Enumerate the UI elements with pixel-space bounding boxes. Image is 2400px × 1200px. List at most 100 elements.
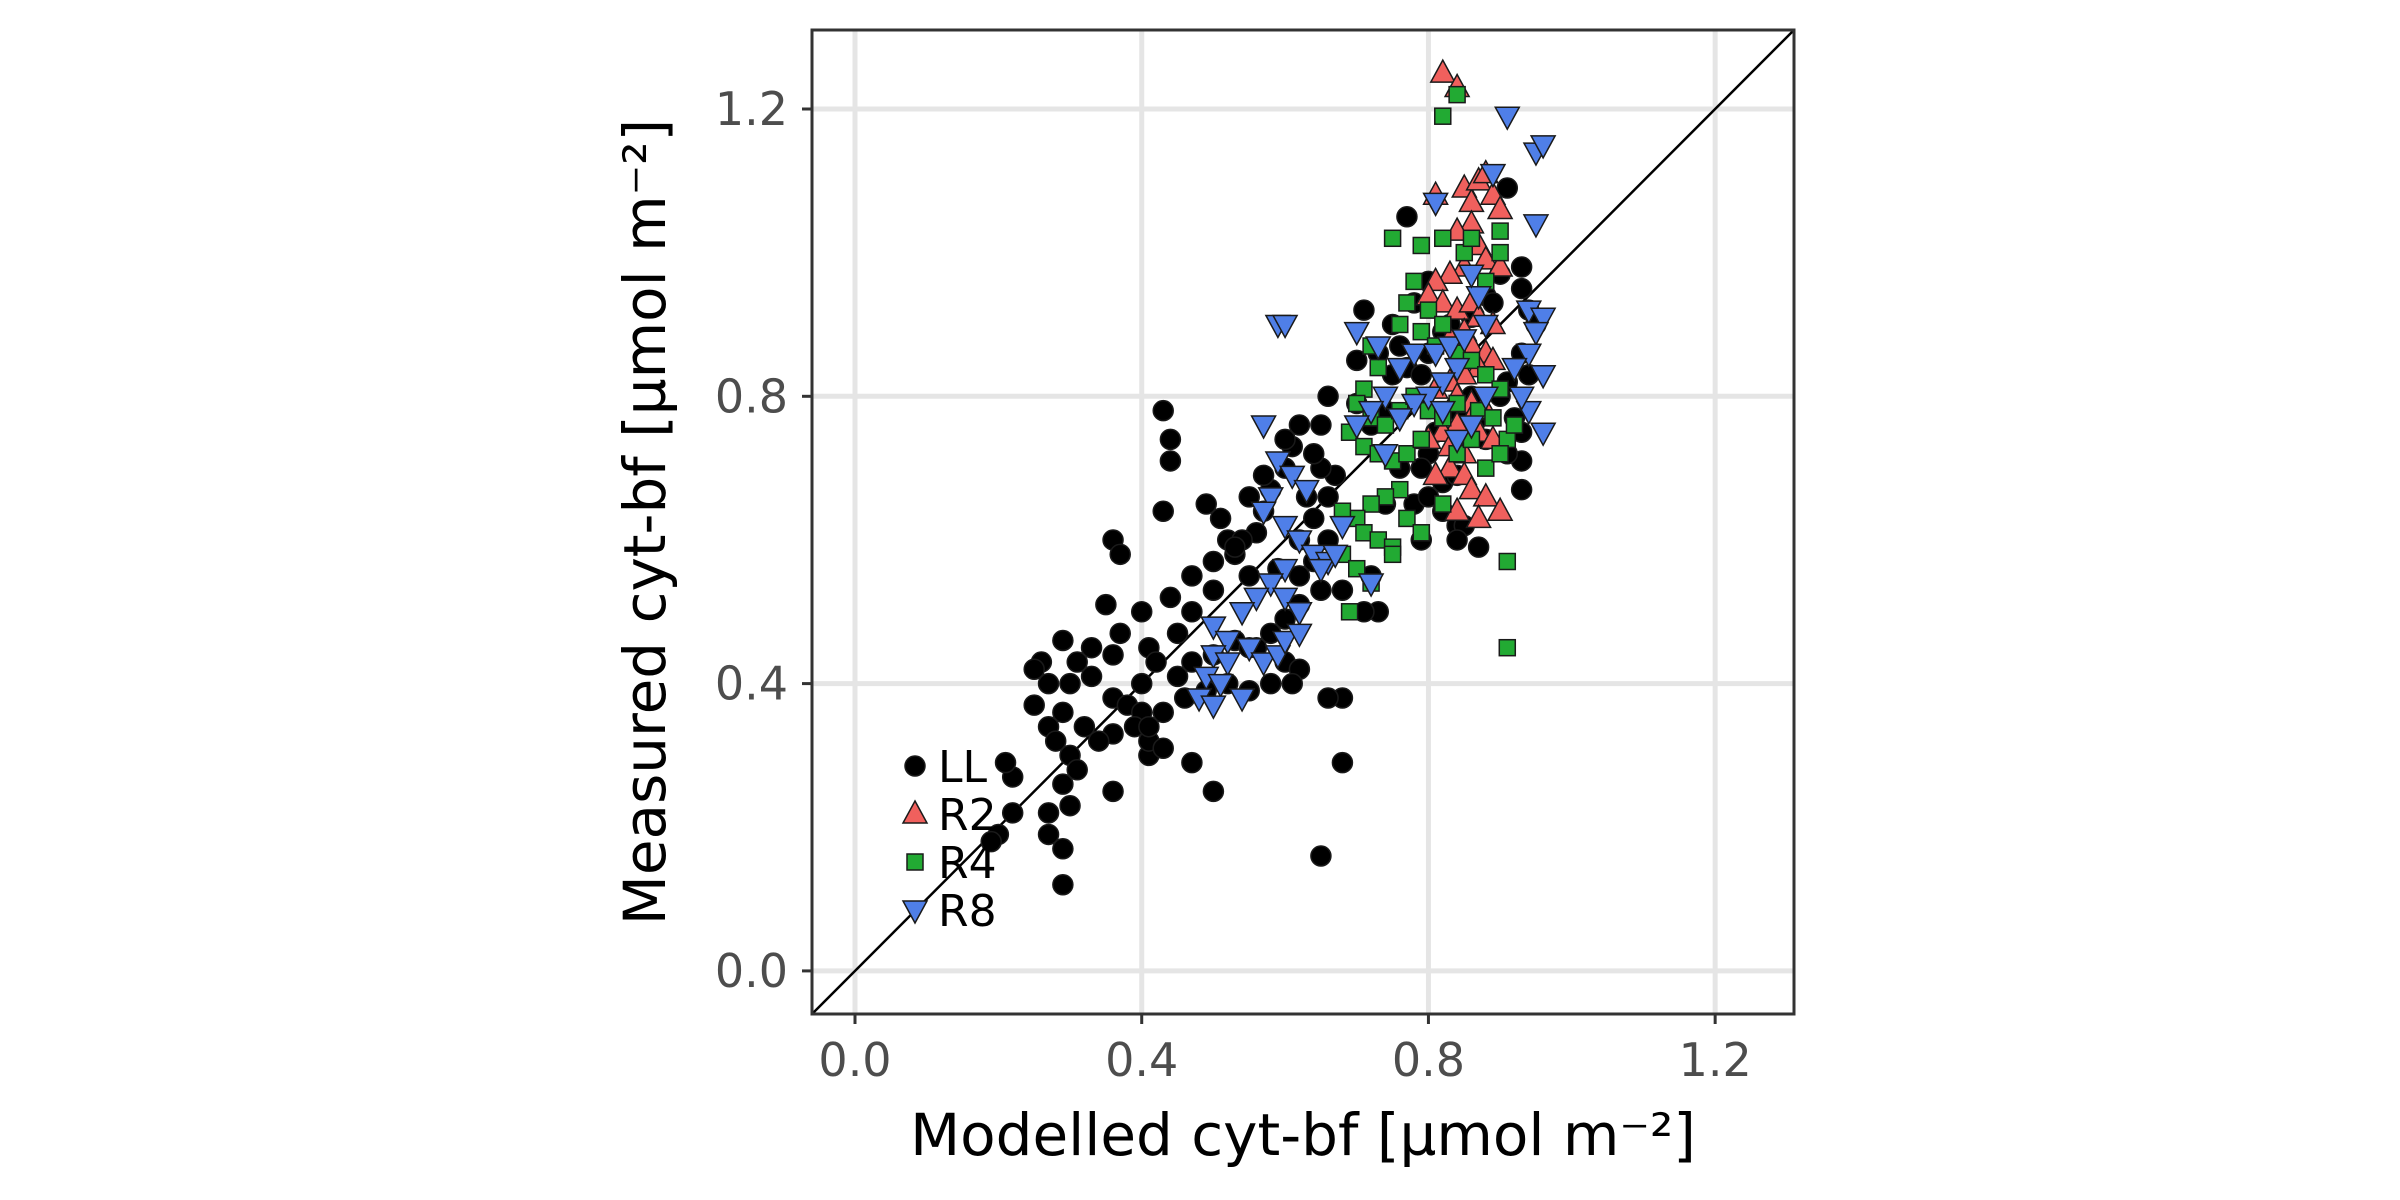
data-point-ll bbox=[1166, 665, 1189, 688]
data-point-ll bbox=[1109, 622, 1131, 645]
data-point-ll bbox=[1181, 565, 1203, 587]
data-point-r4 bbox=[1498, 638, 1517, 657]
data-point-ll bbox=[1202, 550, 1225, 573]
data-point-r8 bbox=[1200, 616, 1227, 641]
data-point-ll bbox=[1102, 780, 1124, 803]
data-point-ll bbox=[980, 830, 1002, 853]
reference-line-layer bbox=[812, 30, 1794, 1014]
data-point-ll bbox=[1281, 672, 1303, 695]
data-point-ll bbox=[1037, 823, 1060, 846]
data-point-r8 bbox=[1458, 415, 1485, 440]
data-point-ll bbox=[1037, 802, 1060, 824]
data-point-ll bbox=[1310, 414, 1332, 436]
data-point-r4 bbox=[1412, 524, 1431, 542]
data-point-ll bbox=[1130, 672, 1153, 695]
data-point-ll bbox=[1410, 457, 1433, 479]
data-point-r8 bbox=[1214, 652, 1242, 677]
data-point-r8 bbox=[1243, 587, 1270, 612]
data-point-r8 bbox=[1429, 372, 1457, 397]
legend-item-ll: LL bbox=[904, 742, 988, 793]
data-point-r8 bbox=[1422, 343, 1449, 368]
data-point-ll bbox=[1159, 450, 1182, 472]
legend-label: R8 bbox=[938, 886, 997, 937]
data-point-r4 bbox=[1477, 459, 1495, 477]
data-point-r8 bbox=[1329, 515, 1356, 541]
data-point-r4 bbox=[1434, 315, 1452, 334]
data-point-ll bbox=[1209, 507, 1232, 530]
data-point-r4 bbox=[1419, 301, 1438, 319]
data-point-r8 bbox=[1271, 630, 1299, 656]
data-point-r8 bbox=[1207, 673, 1234, 699]
data-point-r2 bbox=[1486, 194, 1514, 220]
series-r4 bbox=[1333, 85, 1524, 657]
data-point-ll bbox=[1410, 364, 1433, 386]
legend-item-r8: R8 bbox=[901, 886, 997, 937]
data-point-r8 bbox=[1286, 623, 1313, 648]
data-point-r4 bbox=[1455, 243, 1474, 262]
data-point-r8 bbox=[1522, 321, 1550, 347]
data-point-r4 bbox=[1369, 358, 1388, 377]
data-point-r2 bbox=[1458, 475, 1485, 500]
data-point-ll bbox=[1080, 665, 1103, 688]
data-point-ll bbox=[1446, 529, 1468, 551]
data-point-r4 bbox=[1434, 229, 1452, 248]
data-point-r8 bbox=[1228, 602, 1256, 627]
data-point-r8 bbox=[1436, 336, 1464, 361]
data-point-r2 bbox=[1436, 259, 1464, 284]
data-point-r8 bbox=[1372, 444, 1399, 469]
data-point-r2 bbox=[1429, 58, 1457, 83]
data-point-r4 bbox=[1398, 294, 1416, 312]
data-point-r8 bbox=[1422, 192, 1449, 217]
y-tick-label: 0.8 bbox=[715, 369, 788, 423]
legend-key-r2 bbox=[901, 799, 929, 824]
data-point-ll bbox=[1195, 493, 1217, 515]
data-point-r8 bbox=[1529, 422, 1557, 447]
data-point-ll bbox=[1274, 428, 1296, 451]
data-point-ll bbox=[1353, 299, 1375, 321]
data-point-r8 bbox=[1250, 415, 1277, 440]
data-point-r2 bbox=[1472, 482, 1500, 507]
legend-item-r2: R2 bbox=[901, 790, 997, 841]
y-tick-label: 0.0 bbox=[715, 944, 788, 998]
data-point-ll bbox=[1052, 629, 1074, 652]
data-point-r8 bbox=[1472, 386, 1500, 411]
data-point-ll bbox=[1023, 694, 1045, 716]
data-point-r8 bbox=[1257, 487, 1285, 512]
data-point-r8 bbox=[1386, 357, 1414, 383]
data-point-r8 bbox=[1307, 558, 1335, 584]
axis-ticks: 0.0 0.4 0.8 1.2 0.0 0.4 0.8 1.2 bbox=[715, 82, 1752, 1087]
data-point-r8 bbox=[1443, 429, 1471, 454]
data-point-ll bbox=[1317, 486, 1339, 508]
data-point-ll bbox=[1080, 636, 1103, 659]
data-point-r4 bbox=[1412, 322, 1431, 341]
data-point-r8 bbox=[1508, 386, 1535, 411]
data-point-r8 bbox=[1271, 515, 1299, 541]
data-point-ll bbox=[1331, 751, 1354, 774]
data-point-ll bbox=[1102, 644, 1124, 666]
data-point-r4 bbox=[1491, 445, 1509, 463]
data-point-r8 bbox=[1465, 286, 1492, 311]
data-point-ll bbox=[1152, 701, 1174, 724]
data-point-ll bbox=[1059, 794, 1081, 817]
data-point-r8 bbox=[1250, 501, 1277, 526]
data-point-r4 bbox=[1398, 509, 1416, 528]
data-point-ll bbox=[1238, 565, 1260, 587]
data-points-layer bbox=[980, 58, 1557, 896]
data-point-ll bbox=[1109, 543, 1131, 566]
data-point-r4 bbox=[1412, 430, 1431, 449]
data-point-ll bbox=[1052, 701, 1074, 724]
data-point-r8 bbox=[1228, 688, 1256, 713]
data-point-ll bbox=[1159, 428, 1182, 451]
data-point-r2 bbox=[1486, 496, 1514, 521]
data-point-ll bbox=[1467, 536, 1490, 558]
data-point-ll bbox=[1259, 672, 1282, 695]
data-point-r4 bbox=[1348, 559, 1366, 578]
data-point-r8 bbox=[1321, 544, 1349, 569]
data-point-r4 bbox=[1491, 222, 1509, 240]
data-point-r4 bbox=[1434, 107, 1452, 125]
data-point-r2 bbox=[1465, 503, 1492, 529]
data-point-r8 bbox=[1364, 336, 1392, 361]
data-point-ll bbox=[1001, 802, 1024, 824]
data-point-ll bbox=[1510, 277, 1533, 300]
data-point-r4 bbox=[1484, 409, 1502, 427]
